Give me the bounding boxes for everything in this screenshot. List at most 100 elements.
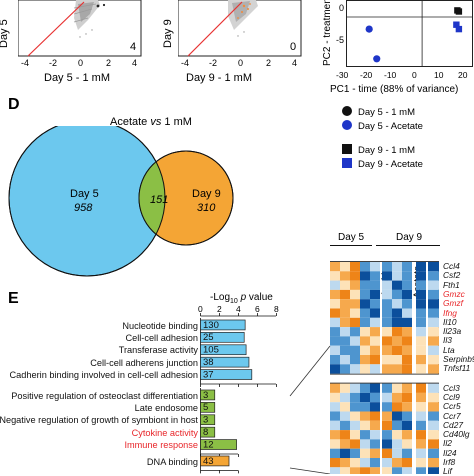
scatter-mid-plot: 0 <box>178 0 302 57</box>
heatmap-top-cell <box>402 364 412 374</box>
heatmap-bottom-cell <box>416 439 426 449</box>
pca-point-day9_acetate-5 <box>455 25 463 33</box>
heatmap-bottom-cell <box>402 448 412 458</box>
gene-label: Cd40lg <box>443 429 470 440</box>
go-bar <box>200 389 216 401</box>
go-bar-count: 43 <box>203 456 214 467</box>
heatmap-bottom-cell <box>360 467 370 474</box>
tick: 0 <box>412 70 417 80</box>
gene-label: Il10 <box>443 316 457 327</box>
heatmap-bottom-cell <box>330 383 340 393</box>
heatmap-top-cell <box>340 299 350 309</box>
panel-e-axis-title: -Log10 p value <box>210 292 273 305</box>
go-term-label: Late endosome <box>134 402 198 413</box>
scatter-left-count: 4 <box>130 41 136 53</box>
axis-title-sub: 10 <box>230 298 238 305</box>
heatmap-top-cell <box>350 364 360 374</box>
heatmap-bottom-cell <box>382 392 392 403</box>
heatmap-bottom-cell <box>330 448 340 458</box>
heatmap-bottom-cell <box>402 392 412 403</box>
heatmap-bottom-cell <box>392 467 402 474</box>
tick: 4 <box>292 58 298 68</box>
go-bar <box>200 332 245 343</box>
heatmap-bottom-cell <box>428 392 439 403</box>
panel-e-xticks: 0 2 4 6 8 <box>198 304 286 315</box>
heatmap-top-cell <box>360 262 370 272</box>
go-term-label: Positive regulation of osteoclast differ… <box>11 390 198 401</box>
heatmap-top-cell <box>340 289 350 300</box>
heatmap-top-cell <box>416 364 426 374</box>
heatmap-top-cell <box>382 345 392 355</box>
heatmap-top-cell <box>382 262 392 272</box>
tick: -30 <box>336 70 349 80</box>
heatmap-top-cell <box>382 327 392 337</box>
scatter-mid-xlabel: Day 9 - 1 mM <box>186 72 253 84</box>
heatmap-bottom-cell <box>360 383 370 393</box>
scatter-left-xticks: -4 -2 0 2 4 <box>18 58 143 70</box>
heatmap-top-cell <box>370 317 380 328</box>
go-bar-count: 105 <box>203 345 219 356</box>
go-bar-count: 25 <box>203 332 214 343</box>
venn-diagram <box>8 126 234 277</box>
tick: -10 <box>384 70 397 80</box>
heatmap-top-cell <box>382 364 392 374</box>
heatmap-top-cell <box>428 345 439 355</box>
heatmap-bottom-cell <box>392 458 402 468</box>
pca-plot <box>346 0 473 67</box>
heatmap-top-cell <box>402 308 412 318</box>
heatmap-top-cell <box>330 280 340 290</box>
panel-e-letter: E <box>8 290 19 307</box>
heatmap-top-cell <box>428 289 439 300</box>
pca-panel: PC2 - treatment (5 0 -5 -30 -20 -10 0 10… <box>322 0 474 100</box>
legend-item-day9-acetate: Day 9 - Acetate <box>342 158 423 170</box>
heatmap-grid <box>330 261 439 474</box>
heatmap-bottom-cell <box>370 430 380 440</box>
scatter-mid-xticks: -4 -2 0 2 4 <box>178 58 303 70</box>
heatmap-bottom-cell <box>340 383 350 393</box>
heatmap-top-cell <box>370 336 380 346</box>
heatmap-top-cell <box>370 299 380 309</box>
heatmap-top-cell <box>416 317 426 328</box>
heatmap-top-cell <box>416 345 426 355</box>
heatmap-top-cell <box>350 308 360 318</box>
heatmap-top-cell <box>428 280 439 290</box>
legend-label: Day 9 - Acetate <box>358 159 423 170</box>
heatmap-bottom-cell <box>340 392 350 403</box>
gene-label: Gmzc <box>443 288 465 299</box>
legend-item-day5-acetate: Day 5 - Acetate <box>342 120 423 132</box>
heatmap-top-cell <box>330 355 340 365</box>
heatmap-top-cell <box>370 262 380 272</box>
go-term-label: Transferase activity <box>118 345 198 356</box>
heatmap-top-cell <box>392 262 402 272</box>
legend-label: Day 9 - 1 mM <box>358 145 416 156</box>
heatmap-top-cell <box>416 327 426 337</box>
heatmap-bottom-cell <box>330 458 340 468</box>
tick: -4 <box>181 58 190 68</box>
heatmap-top-cell <box>382 280 392 290</box>
heatmap-bottom-cell <box>392 439 402 449</box>
heatmap-bottom-cell <box>392 392 402 403</box>
heatmap-top-cell <box>402 327 412 337</box>
heatmap-bottom-cell <box>350 430 360 440</box>
heatmap-bottom-cell <box>416 458 426 468</box>
legend-marker <box>342 144 352 154</box>
panel-d-letter: D <box>8 96 20 113</box>
heatmap-top-cell <box>350 327 360 337</box>
heatmap-bottom-cell <box>428 439 439 449</box>
heatmap-top-cell <box>392 271 402 281</box>
heatmap-top-cell <box>360 336 370 346</box>
heatmap-top-cell <box>370 327 380 337</box>
tick: 4 <box>236 304 241 314</box>
scatter-left-cloud <box>73 0 106 38</box>
heatmap-top-cell <box>370 280 380 290</box>
heatmap-top-cell <box>360 271 370 281</box>
venn-day5-count: 958 <box>74 202 93 214</box>
heatmap-top-cell <box>392 345 402 355</box>
heatmap-bottom-cell <box>370 458 380 468</box>
legend-label: Day 5 - 1 mM <box>358 107 416 118</box>
tick: 2 <box>266 58 272 68</box>
legend-marker <box>342 120 352 130</box>
panel-e: E -Log10 p value 0 2 4 6 8 Nucleotide bi… <box>0 290 300 474</box>
go-bar <box>200 426 216 438</box>
tick: 6 <box>255 304 260 314</box>
